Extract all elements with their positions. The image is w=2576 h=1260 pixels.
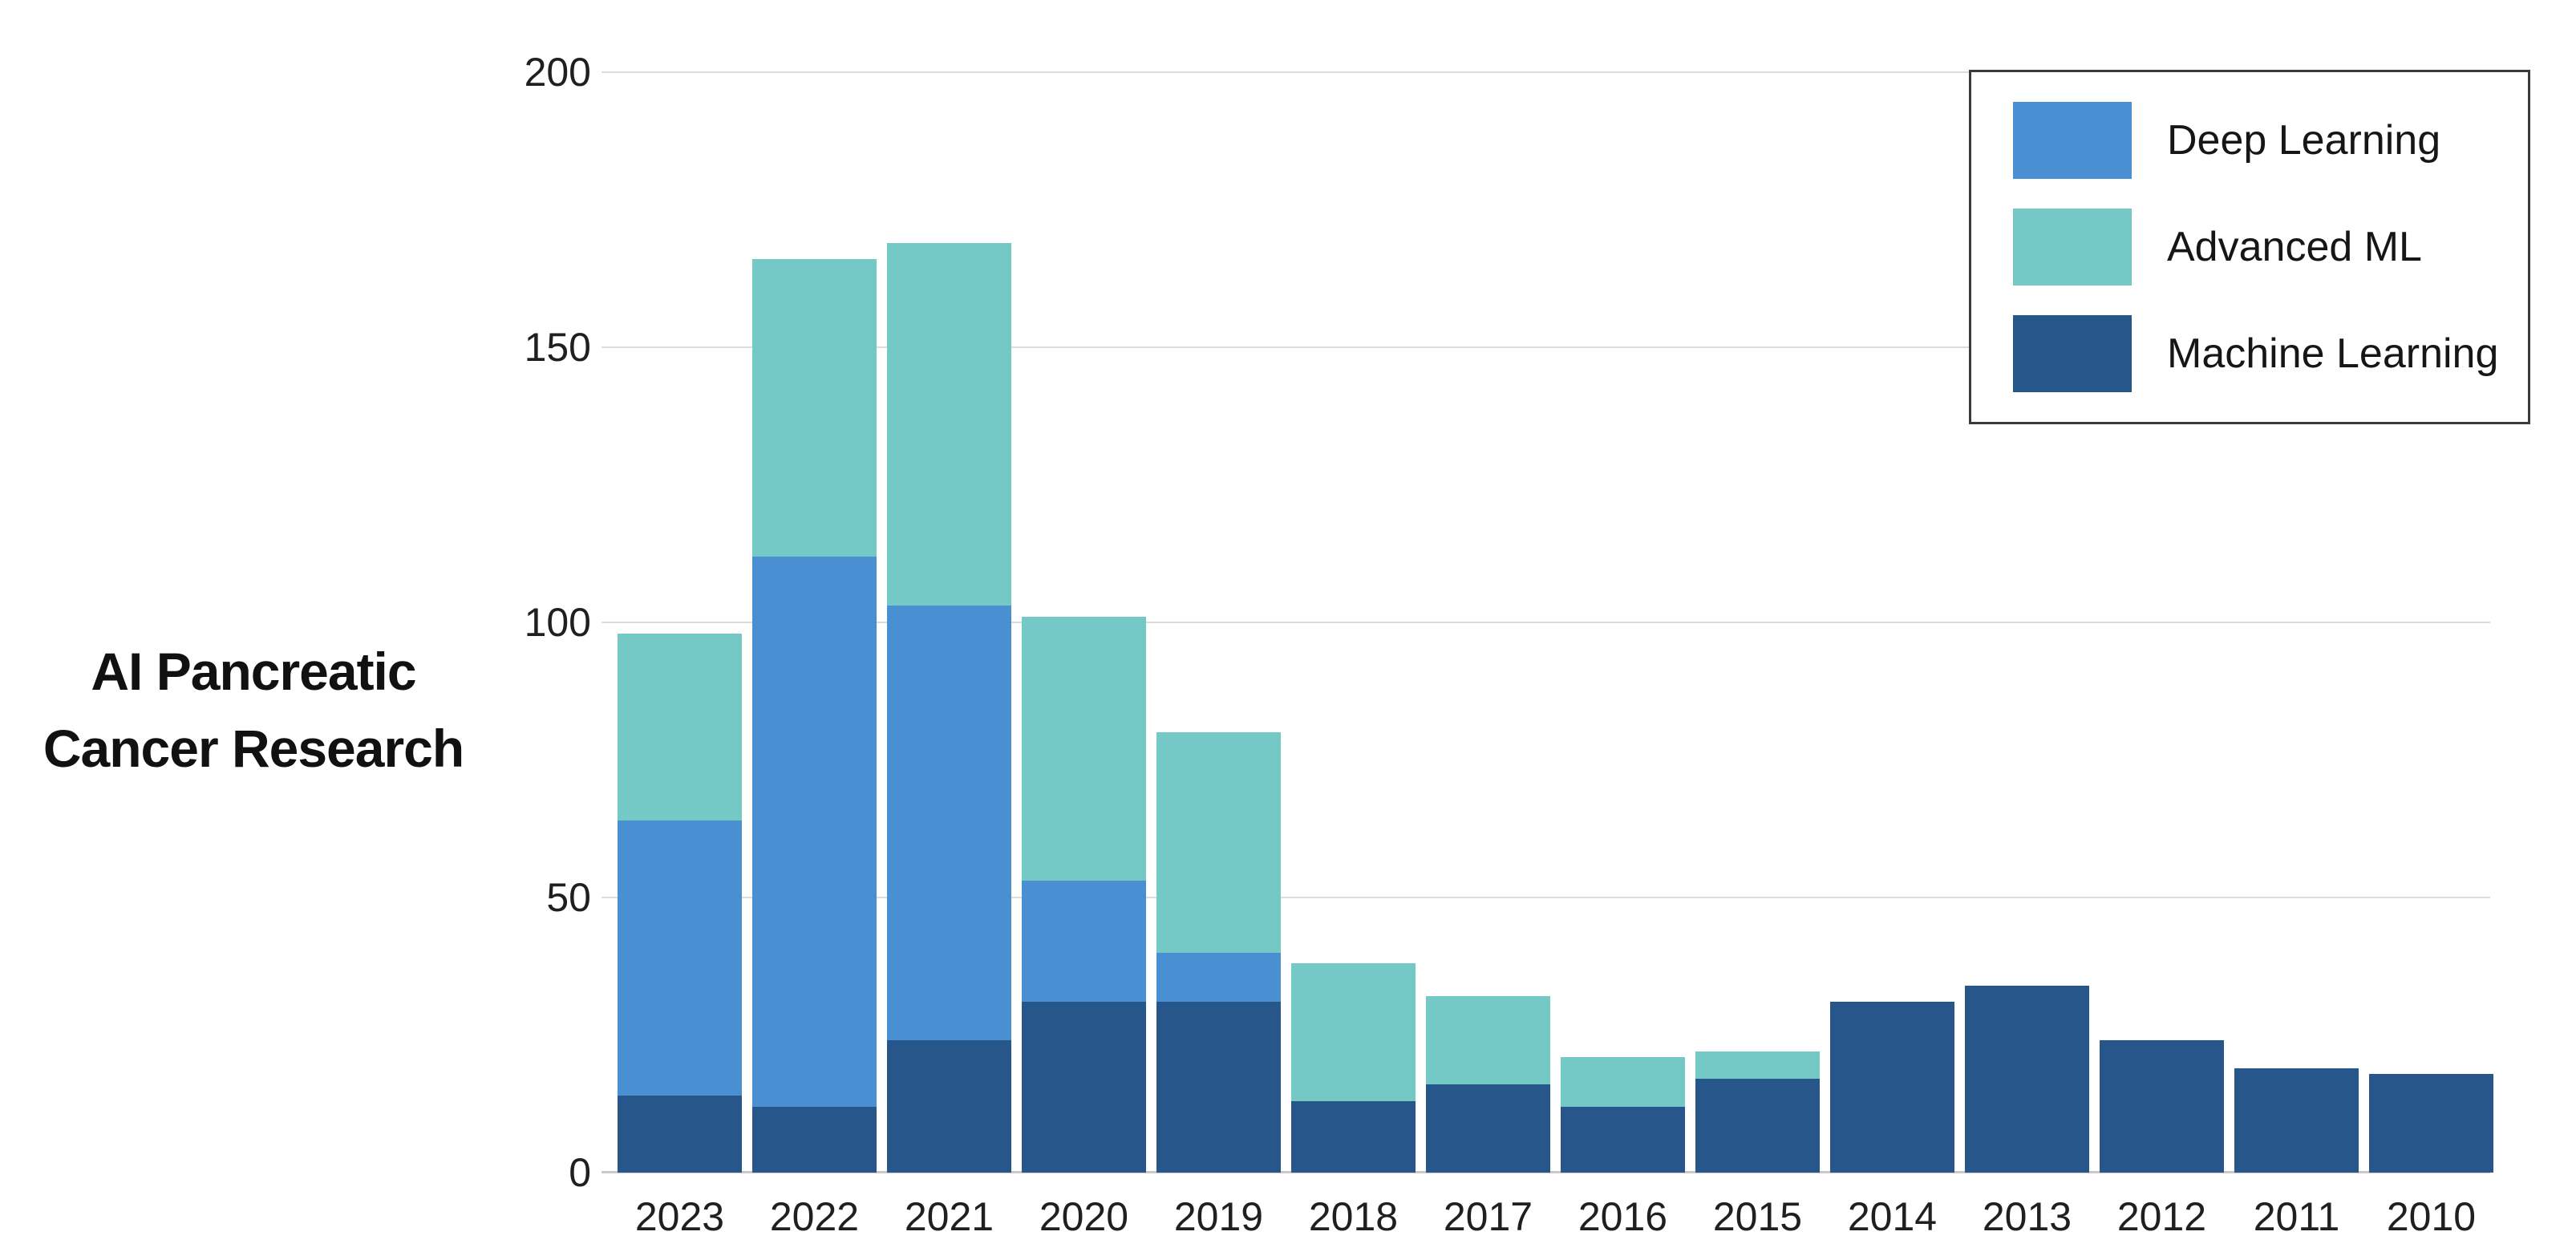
bar-2020-segment-machine-learning — [1022, 1002, 1146, 1173]
bar-2020-segment-advanced-ml — [1022, 617, 1146, 881]
legend-swatch-deep-learning — [2013, 101, 2132, 179]
bar-2012-segment-machine-learning — [2100, 1040, 2224, 1173]
x-tick-label-2016: 2016 — [1578, 1194, 1668, 1239]
x-tick-label-2018: 2018 — [1308, 1194, 1399, 1239]
bar-2020-segment-deep-learning — [1022, 881, 1146, 1003]
bar-2023-segment-advanced-ml — [618, 633, 742, 820]
gridline-50 — [601, 897, 2490, 898]
bar-2014-segment-machine-learning — [1830, 1002, 1954, 1173]
chart-title-line-2: Cancer Research — [43, 718, 464, 778]
legend-row-deep-learning: Deep Learning — [2013, 101, 2528, 179]
bar-2018-segment-advanced-ml — [1291, 963, 1416, 1101]
y-tick-label-0: 0 — [569, 1150, 591, 1195]
bar-2011-segment-machine-learning — [2234, 1068, 2359, 1173]
bar-2021-segment-advanced-ml — [887, 242, 1011, 606]
x-tick-label-2022: 2022 — [769, 1194, 860, 1239]
x-tick-label-2013: 2013 — [1982, 1194, 2072, 1239]
bar-2010-segment-machine-learning — [2369, 1073, 2493, 1173]
x-tick-label-2015: 2015 — [1712, 1194, 1803, 1239]
bar-2022-segment-machine-learning — [752, 1106, 877, 1173]
y-tick-label-100: 100 — [524, 600, 591, 645]
legend-label-advanced-ml: Advanced ML — [2167, 223, 2422, 270]
x-tick-label-2014: 2014 — [1847, 1194, 1938, 1239]
legend-label-deep-learning: Deep Learning — [2167, 116, 2441, 164]
x-tick-label-2019: 2019 — [1173, 1194, 1264, 1239]
bar-2022-segment-advanced-ml — [752, 259, 877, 557]
bar-2023-segment-machine-learning — [618, 1095, 742, 1173]
bar-2021-segment-deep-learning — [887, 606, 1011, 1041]
y-tick-label-150: 150 — [524, 325, 591, 370]
bar-2017-segment-advanced-ml — [1426, 996, 1550, 1085]
legend-row-machine-learning: Machine Learning — [2013, 315, 2528, 393]
bar-2015-segment-machine-learning — [1695, 1079, 1820, 1173]
bar-2021-segment-machine-learning — [887, 1040, 1011, 1173]
bar-2017-segment-machine-learning — [1426, 1084, 1550, 1173]
gridline-150 — [601, 346, 2490, 348]
x-tick-label-2023: 2023 — [634, 1194, 725, 1239]
bar-2016-segment-machine-learning — [1561, 1106, 1685, 1173]
bar-2022-segment-deep-learning — [752, 556, 877, 1107]
chart-title-line-1: AI Pancreatic — [91, 642, 416, 701]
y-tick-label-200: 200 — [524, 50, 591, 95]
x-tick-label-2011: 2011 — [2253, 1194, 2340, 1239]
legend: Deep Learning Advanced ML Machine Learni… — [1969, 70, 2530, 424]
y-tick-label-50: 50 — [546, 875, 591, 920]
x-tick-label-2020: 2020 — [1039, 1194, 1129, 1239]
legend-swatch-machine-learning — [2013, 315, 2132, 393]
gridline-100 — [601, 622, 2490, 623]
bar-2013-segment-machine-learning — [1965, 985, 2089, 1173]
bar-2023-segment-deep-learning — [618, 820, 742, 1096]
chart-title: AI Pancreatic Cancer Research — [0, 634, 507, 787]
x-tick-label-2010: 2010 — [2386, 1194, 2477, 1239]
bar-2019-segment-deep-learning — [1156, 952, 1281, 1003]
x-tick-label-2012: 2012 — [2116, 1194, 2207, 1239]
bar-2015-segment-advanced-ml — [1695, 1051, 1820, 1080]
legend-row-advanced-ml: Advanced ML — [2013, 208, 2528, 286]
x-tick-label-2021: 2021 — [904, 1194, 994, 1239]
bar-2019-segment-advanced-ml — [1156, 732, 1281, 953]
bar-2019-segment-machine-learning — [1156, 1002, 1281, 1173]
bar-2018-segment-machine-learning — [1291, 1100, 1416, 1173]
gridline-200 — [601, 71, 2490, 73]
x-tick-label-2017: 2017 — [1443, 1194, 1533, 1239]
legend-swatch-advanced-ml — [2013, 208, 2132, 286]
bar-2016-segment-advanced-ml — [1561, 1056, 1685, 1107]
legend-label-machine-learning: Machine Learning — [2167, 330, 2499, 378]
